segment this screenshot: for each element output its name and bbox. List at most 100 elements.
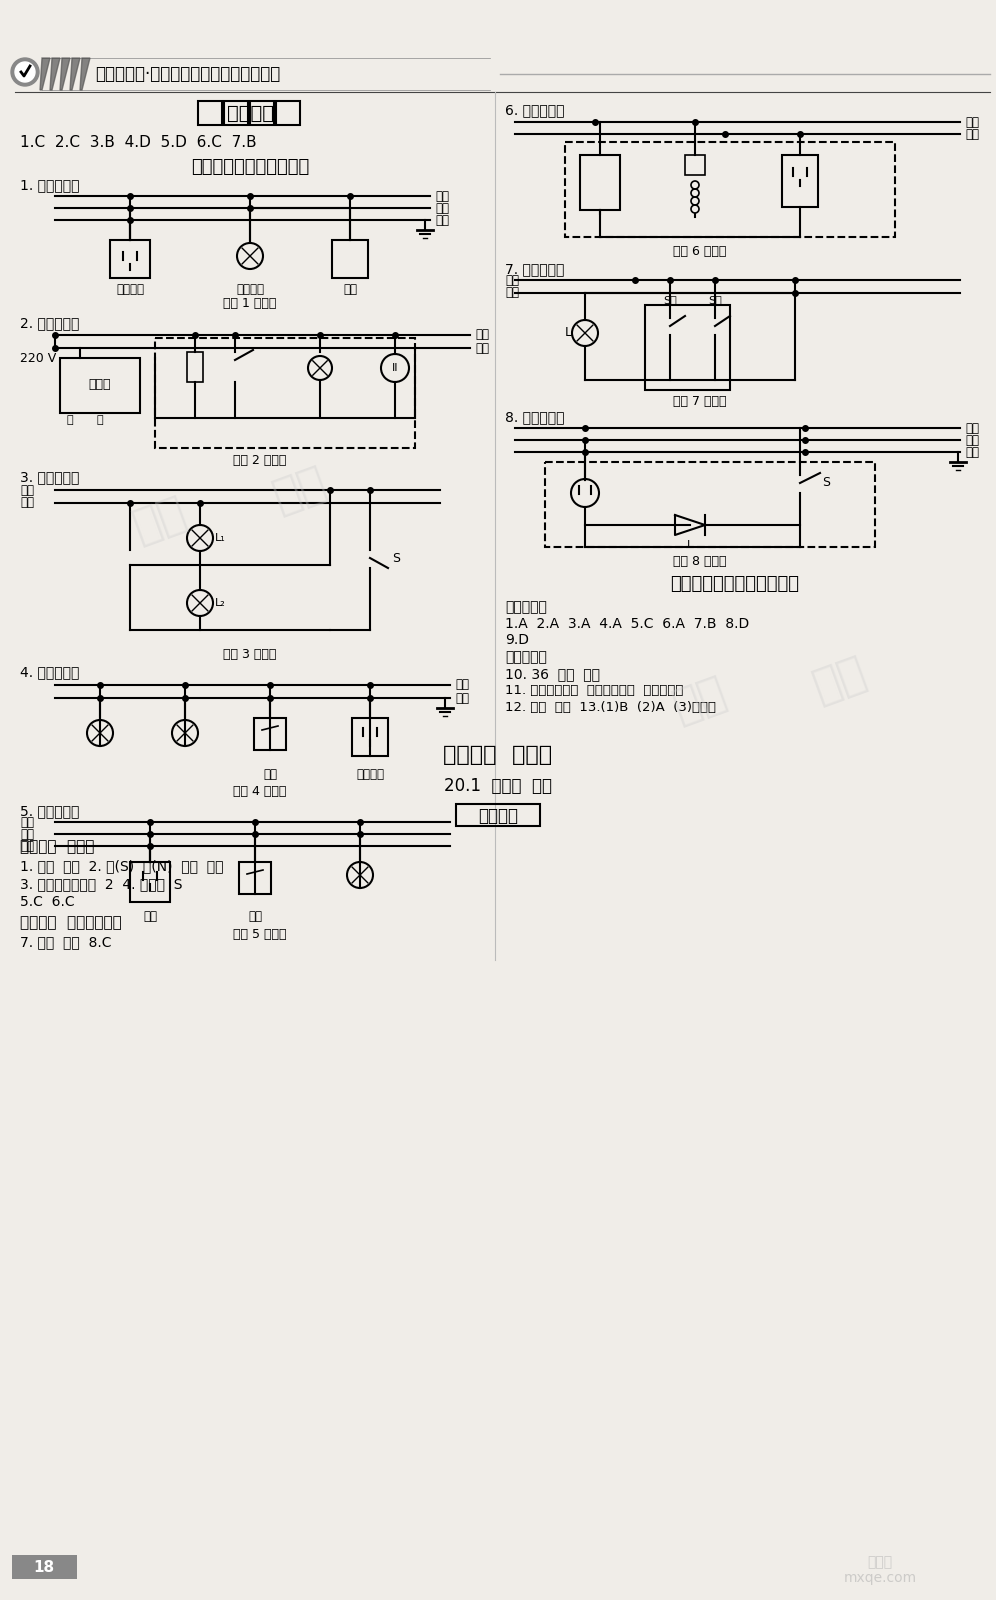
Text: 地线: 地线: [20, 840, 34, 853]
Text: II: II: [391, 363, 398, 373]
Text: 火线: 火线: [20, 483, 34, 496]
Bar: [155, 338, 415, 448]
Polygon shape: [70, 58, 80, 90]
Text: 答案圈
mxqe.com: 答案圈 mxqe.com: [844, 1555, 916, 1586]
Text: 火线: 火线: [965, 115, 979, 128]
Text: （第 5 题图）: （第 5 题图）: [233, 928, 287, 941]
Text: S并: S并: [663, 294, 677, 306]
Text: 零线: 零线: [475, 341, 489, 355]
Text: 地线: 地线: [965, 445, 979, 459]
Text: 1.A  2.A  3.A  4.A  5.C  6.A  7.B  8.D: 1.A 2.A 3.A 4.A 5.C 6.A 7.B 8.D: [505, 618, 749, 630]
Text: L: L: [687, 541, 693, 550]
Bar: [130, 862, 170, 902]
Bar: [187, 352, 203, 382]
Text: S光: S光: [708, 294, 722, 306]
Text: 家庭电路作图题专项训练: 家庭电路作图题专项训练: [191, 158, 309, 176]
Text: 12. 通路  变暗  13.(1)B  (2)A  (3)有短路: 12. 通路 变暗 13.(1)B (2)A (3)有短路: [505, 701, 716, 714]
Text: 火线: 火线: [20, 816, 34, 829]
Text: （第 7 题图）: （第 7 题图）: [673, 395, 727, 408]
Bar: [198, 101, 222, 125]
Text: 火: 火: [67, 414, 74, 426]
Text: 3. 如图所示。: 3. 如图所示。: [20, 470, 80, 483]
Text: 10. 36  短路  火线: 10. 36 短路 火线: [505, 667, 600, 682]
Text: 知识点一  磁现象: 知识点一 磁现象: [20, 838, 95, 854]
Polygon shape: [80, 58, 90, 90]
Text: L: L: [565, 326, 572, 339]
Text: 3. 获得磁性的过程  2  4. 不一定  S: 3. 获得磁性的过程 2 4. 不一定 S: [20, 877, 182, 891]
Bar: [645, 306, 730, 390]
Text: 零线: 零线: [505, 286, 519, 299]
Text: （第 1 题图）: （第 1 题图）: [223, 298, 277, 310]
Circle shape: [15, 62, 35, 82]
Text: 零线: 零线: [965, 128, 979, 141]
Bar: [224, 101, 248, 125]
Text: 18: 18: [34, 1560, 55, 1574]
Text: 火线: 火线: [505, 274, 519, 286]
Text: 1.C  2.C  3.B  4.D  5.D  6.C  7.B: 1.C 2.C 3.B 4.D 5.D 6.C 7.B: [20, 134, 257, 150]
Text: 9.D: 9.D: [505, 634, 529, 646]
Text: 零线: 零线: [20, 827, 34, 840]
Text: 6. 如图所示。: 6. 如图所示。: [505, 102, 565, 117]
Text: 5. 如图所示。: 5. 如图所示。: [20, 803, 80, 818]
Text: 1. 磁性  磁极  2. 南(S)  北(N)  排斥  吸引: 1. 磁性 磁极 2. 南(S) 北(N) 排斥 吸引: [20, 859, 223, 874]
Text: 电能表: 电能表: [89, 379, 112, 392]
Text: 零线: 零线: [455, 691, 469, 704]
Text: 零线: 零线: [20, 496, 34, 509]
Text: 三孔插座: 三孔插座: [116, 283, 144, 296]
Text: 地线: 地线: [435, 213, 449, 227]
Text: 精灵: 精灵: [808, 651, 872, 709]
Text: 基础过关: 基础过关: [478, 806, 518, 826]
Text: 2. 如图所示。: 2. 如图所示。: [20, 317, 80, 330]
Text: 精灵: 精灵: [268, 461, 333, 520]
Text: L₁: L₁: [215, 533, 226, 542]
Text: 4. 如图所示。: 4. 如图所示。: [20, 666, 80, 678]
Text: 第二十章  电与磁: 第二十章 电与磁: [443, 746, 553, 765]
Polygon shape: [50, 58, 60, 90]
Text: 火线: 火线: [965, 421, 979, 435]
Circle shape: [11, 58, 39, 86]
Text: 开关: 开关: [343, 283, 357, 296]
Text: 7. 如图所示。: 7. 如图所示。: [505, 262, 565, 275]
Text: 火线: 火线: [455, 678, 469, 691]
Text: 火线: 火线: [435, 189, 449, 203]
Text: 家庭电路故障分析专项训练: 家庭电路故障分析专项训练: [670, 574, 800, 594]
Bar: [580, 155, 620, 210]
Bar: [12, 1555, 77, 1579]
Bar: [456, 803, 540, 826]
Text: 二、填空题: 二、填空题: [505, 650, 547, 664]
Text: 插座: 插座: [143, 910, 157, 923]
Text: 5.C  6.C: 5.C 6.C: [20, 894, 75, 909]
Bar: [545, 462, 875, 547]
Bar: [332, 240, 368, 278]
Text: 巩固提高: 巩固提高: [226, 104, 274, 123]
Bar: [254, 718, 286, 750]
Text: 零: 零: [97, 414, 104, 426]
Polygon shape: [60, 58, 70, 90]
Text: 知识点二  磁场、磁感线: 知识点二 磁场、磁感线: [20, 915, 122, 930]
Text: L₂: L₂: [215, 598, 226, 608]
Bar: [239, 862, 271, 894]
Text: S: S: [392, 552, 400, 565]
Bar: [685, 155, 705, 174]
Bar: [565, 142, 895, 237]
Bar: [250, 101, 274, 125]
Text: （第 8 题图）: （第 8 题图）: [673, 555, 727, 568]
Text: 7. 惯性  磁场  8.C: 7. 惯性 磁场 8.C: [20, 934, 112, 949]
Bar: [352, 718, 388, 757]
Text: 11. 进户零线断路  进户火线断路  笔尾金属体: 11. 进户零线断路 进户火线断路 笔尾金属体: [505, 685, 683, 698]
Text: S: S: [822, 477, 830, 490]
Text: 8. 如图所示。: 8. 如图所示。: [505, 410, 565, 424]
Text: 作业: 作业: [667, 670, 732, 730]
Text: 火线: 火线: [475, 328, 489, 341]
Text: 一、选择题: 一、选择题: [505, 600, 547, 614]
Text: 开关: 开关: [263, 768, 277, 781]
Text: （第 3 题图）: （第 3 题图）: [223, 648, 277, 661]
Text: 开关: 开关: [248, 910, 262, 923]
Bar: [276, 101, 300, 125]
Text: 作业: 作业: [127, 491, 192, 549]
Text: 螺口灯泡: 螺口灯泡: [236, 283, 264, 296]
Text: （第 4 题图）: （第 4 题图）: [233, 786, 287, 798]
Bar: [782, 155, 818, 206]
Bar: [60, 358, 140, 413]
Text: 20.1  磁现象  磁场: 20.1 磁现象 磁场: [444, 778, 552, 795]
